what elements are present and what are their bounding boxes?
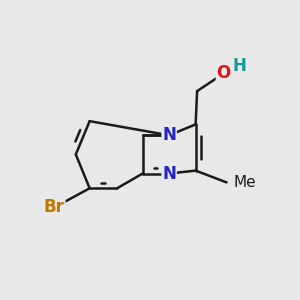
Text: H: H [233, 57, 247, 75]
Text: N: N [162, 165, 176, 183]
Text: N: N [162, 126, 176, 144]
Text: O: O [217, 64, 231, 82]
Text: Me: Me [234, 175, 256, 190]
Text: Br: Br [44, 198, 65, 216]
